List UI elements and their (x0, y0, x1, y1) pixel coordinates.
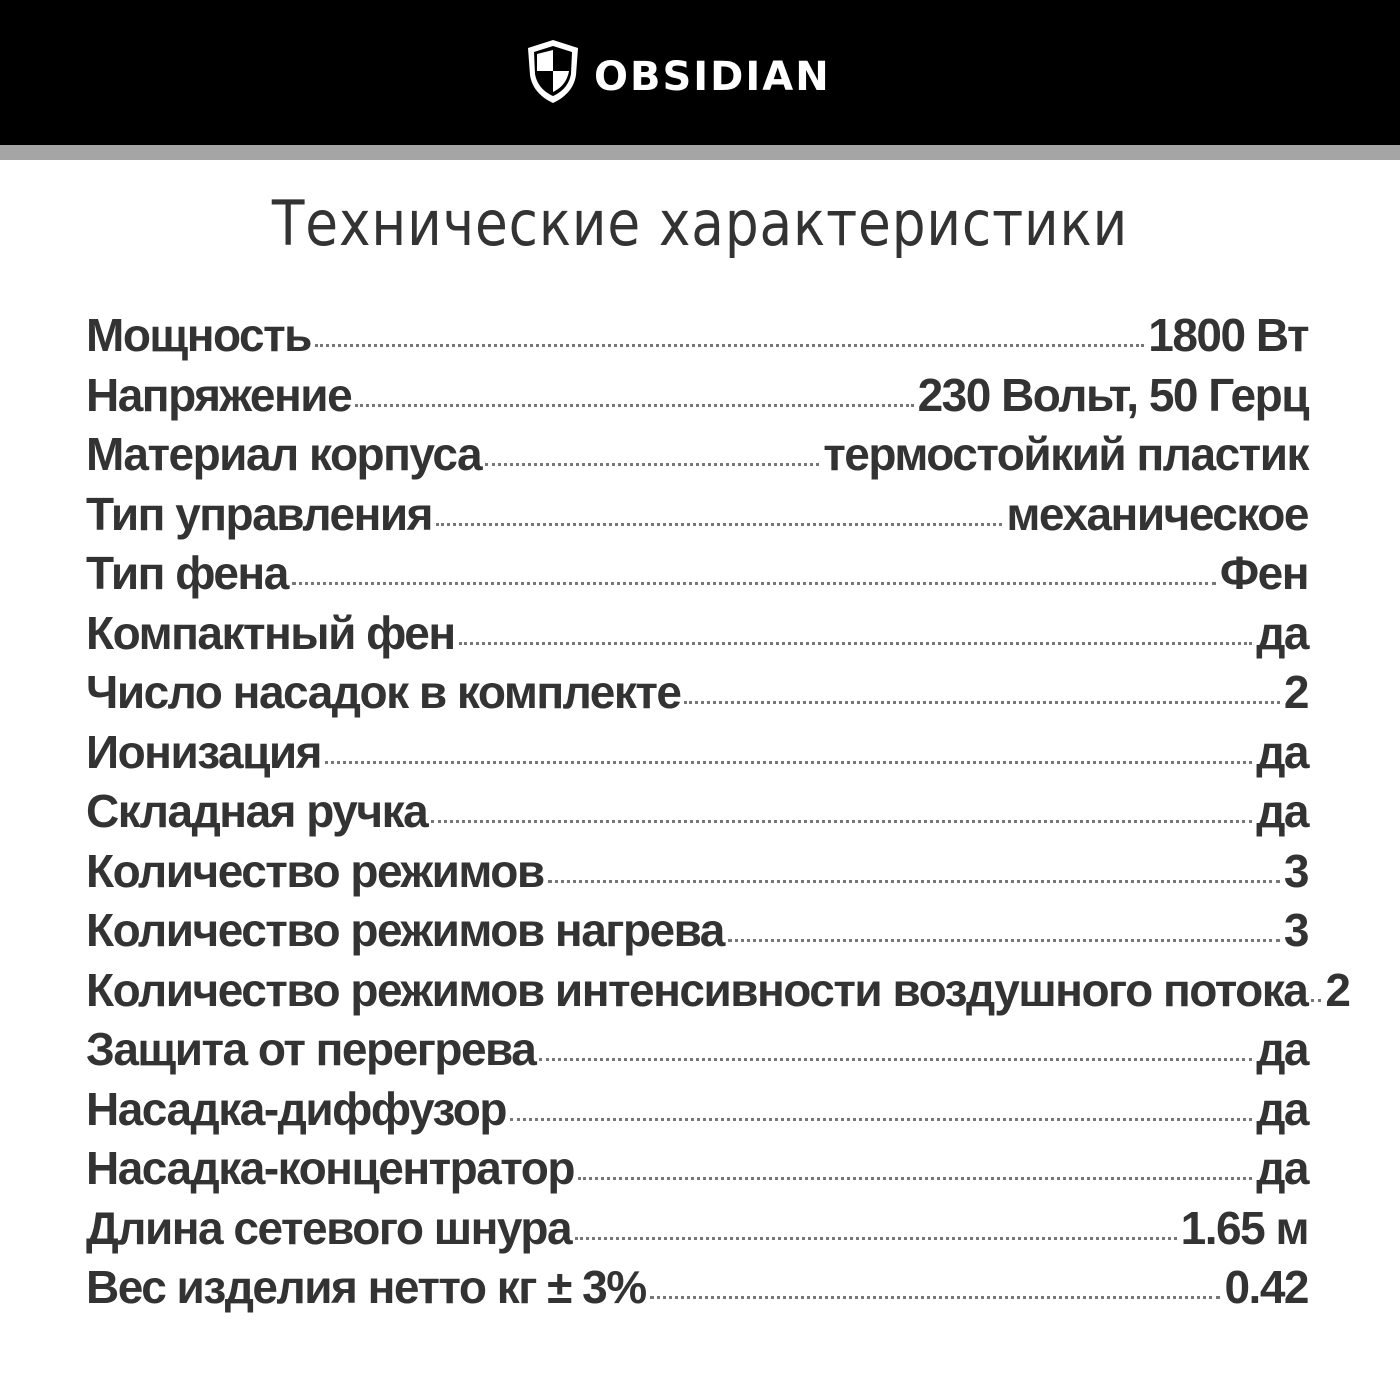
spec-row: Насадка-концентратор да (86, 1139, 1309, 1199)
spec-row: Количество режимов интенсивности воздушн… (86, 961, 1351, 1021)
spec-value: 3 (1283, 904, 1310, 956)
spec-value: Фен (1219, 547, 1310, 599)
spec-label: Ионизация (86, 725, 322, 778)
spec-value: механическое (1006, 487, 1309, 540)
spec-row: Число насадок в комплекте 2 (86, 663, 1310, 723)
spec-row: Тип фена Фен (86, 544, 1310, 604)
dot-leader (727, 939, 1280, 942)
brand-name: OBSIDIAN (594, 54, 831, 100)
spec-row: Количество режимов 3 (86, 842, 1310, 902)
dot-leader (291, 582, 1216, 585)
spec-label: Материал корпуса (86, 428, 483, 480)
dot-leader (539, 1058, 1253, 1061)
spec-value: 0.42 (1224, 1261, 1309, 1313)
spec-row: Ионизация да (86, 723, 1309, 783)
spec-value: да (1256, 1082, 1309, 1135)
dot-leader (431, 820, 1253, 823)
spec-label: Складная ручка (86, 785, 429, 837)
spec-value: 230 Вольт, 50 Герц (917, 368, 1310, 421)
spec-value: 1800 Вт (1148, 309, 1309, 361)
spec-value: 1.65 м (1180, 1201, 1310, 1254)
dot-leader (458, 641, 1253, 645)
spec-value: да (1256, 1023, 1309, 1075)
dot-leader (509, 1117, 1253, 1121)
header-stripe (0, 145, 1400, 160)
spec-row: Тип управления механическое (86, 485, 1309, 545)
spec-label: Вес изделия нетто кг ± 3% (86, 1261, 647, 1313)
spec-list: Мощность 1800 Вт Напряжение 230 Вольт, 5… (86, 306, 1351, 1318)
spec-label: Тип фена (86, 547, 289, 599)
spec-value: 3 (1283, 844, 1310, 897)
spec-row: Вес изделия нетто кг ± 3% 0.42 (86, 1258, 1309, 1318)
spec-label: Количество режимов (86, 844, 545, 897)
dot-leader (436, 522, 1003, 526)
dot-leader (355, 403, 914, 407)
spec-value: 2 (1325, 963, 1351, 1016)
spec-label: Длина сетевого шнура (86, 1201, 573, 1254)
spec-label: Число насадок в комплекте (86, 666, 682, 718)
shield-logo-icon (528, 40, 578, 103)
dot-leader (577, 1177, 1253, 1180)
dot-leader (324, 760, 1253, 764)
spec-label: Напряжение (86, 368, 353, 421)
spec-value: да (1256, 785, 1309, 837)
spec-label: Количество режимов интенсивности воздушн… (86, 963, 1309, 1016)
page-title: Технические характеристики (271, 187, 1129, 260)
spec-label: Насадка-диффузор (86, 1082, 507, 1135)
dot-leader (485, 463, 820, 466)
spec-value: термостойкий пластик (823, 428, 1309, 480)
dot-leader (684, 701, 1280, 704)
dot-leader (314, 344, 1145, 347)
spec-row: Компактный фен да (86, 604, 1309, 664)
spec-value: да (1256, 606, 1309, 659)
spec-label: Количество режимов нагрева (86, 904, 725, 956)
spec-label: Мощность (86, 309, 312, 361)
spec-value: да (1256, 1142, 1309, 1194)
brand-logo: OBSIDIAN (524, 36, 831, 106)
spec-label: Защита от перегрева (86, 1023, 537, 1075)
spec-label: Насадка-концентратор (86, 1142, 575, 1194)
dot-leader (575, 1236, 1177, 1240)
dot-leader (1311, 998, 1322, 1002)
spec-row: Защита от перегрева да (86, 1020, 1309, 1080)
spec-row: Материал корпуса термостойкий пластик (86, 425, 1309, 485)
header-bar: OBSIDIAN (0, 0, 1400, 145)
spec-row: Мощность 1800 Вт (86, 306, 1309, 366)
spec-row: Складная ручка да (86, 782, 1309, 842)
spec-row: Количество режимов нагрева 3 (86, 901, 1310, 961)
dot-leader (649, 1296, 1221, 1299)
spec-label: Тип управления (86, 487, 434, 540)
spec-row: Длина сетевого шнура 1.65 м (86, 1199, 1310, 1259)
spec-row: Напряжение 230 Вольт, 50 Герц (86, 366, 1310, 426)
spec-label: Компактный фен (86, 606, 456, 659)
dot-leader (547, 879, 1280, 883)
spec-row: Насадка-диффузор да (86, 1080, 1309, 1140)
spec-value: да (1256, 725, 1309, 778)
spec-value: 2 (1283, 666, 1310, 718)
